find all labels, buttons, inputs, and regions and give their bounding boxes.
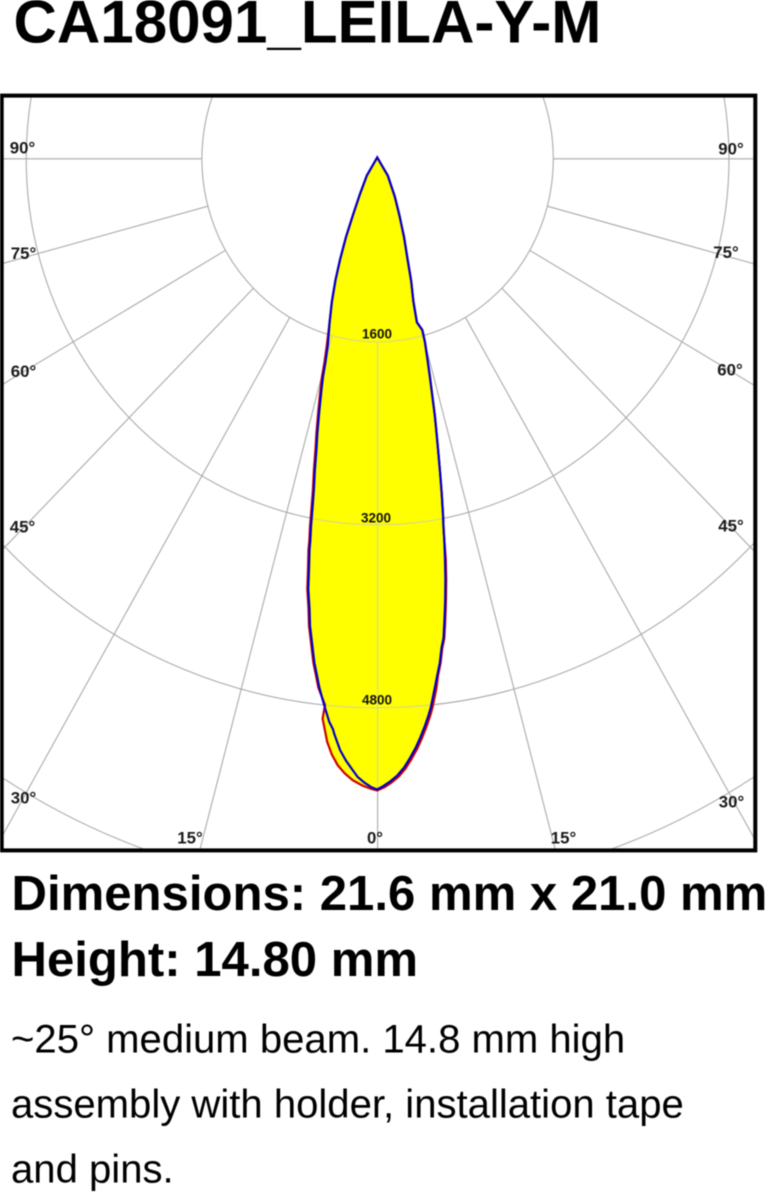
svg-text:30°: 30°: [11, 789, 36, 808]
svg-text:4800: 4800: [362, 693, 392, 708]
svg-text:0°: 0°: [367, 829, 383, 848]
svg-text:Dimensions: 21.6 mm x 21.0 mm: Dimensions: 21.6 mm x 21.0 mm: [12, 867, 768, 921]
svg-text:45°: 45°: [718, 517, 743, 536]
svg-text:assembly with holder, installa: assembly with holder, installation tape: [11, 1083, 684, 1127]
svg-text:75°: 75°: [11, 244, 36, 263]
svg-text:60°: 60°: [717, 361, 742, 380]
svg-text:~25° medium beam. 14.8 mm high: ~25° medium beam. 14.8 mm high: [11, 1018, 625, 1062]
svg-text:Height: 14.80 mm: Height: 14.80 mm: [12, 933, 419, 987]
svg-text:45°: 45°: [10, 518, 35, 537]
svg-text:15°: 15°: [177, 829, 202, 848]
svg-text:90°: 90°: [10, 139, 35, 158]
svg-text:75°: 75°: [713, 243, 738, 262]
svg-text:15°: 15°: [551, 829, 576, 848]
svg-text:CA18091_LEILA-Y-M: CA18091_LEILA-Y-M: [14, 0, 602, 56]
svg-text:60°: 60°: [11, 362, 36, 381]
svg-text:90°: 90°: [718, 140, 743, 159]
svg-text:1600: 1600: [362, 327, 392, 342]
svg-text:and pins.: and pins.: [11, 1148, 174, 1192]
svg-text:30°: 30°: [719, 793, 744, 812]
svg-text:3200: 3200: [361, 511, 391, 526]
